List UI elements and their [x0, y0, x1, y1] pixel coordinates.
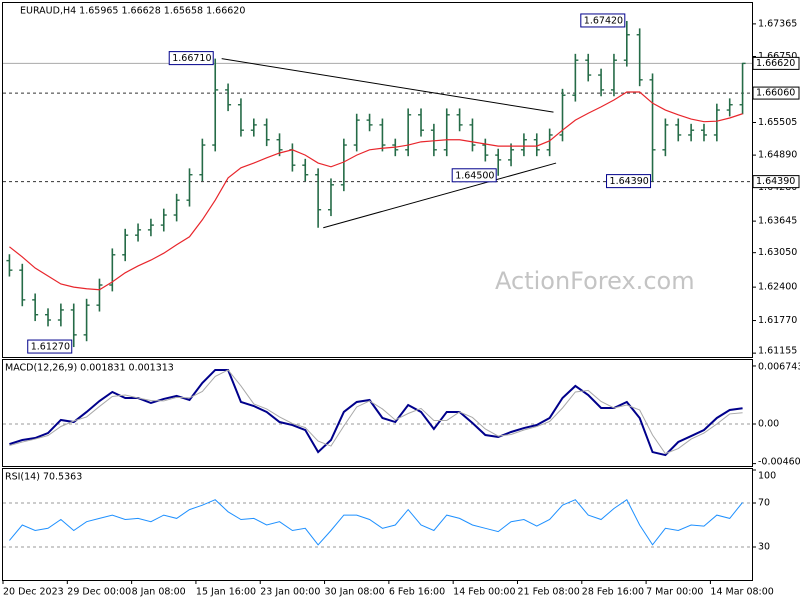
macd-panel: [2, 359, 753, 467]
current-price-label: 1.66620: [756, 58, 795, 69]
trendline: [221, 58, 554, 113]
x-tick-label: 30 Jan 08:00: [325, 587, 385, 598]
level-label: 1.66060: [756, 88, 795, 99]
y-tick-label: 1.66750: [758, 51, 797, 62]
x-tick-label: 8 Jan 08:00: [132, 587, 186, 598]
level-box: [752, 175, 800, 189]
current-price-box: [752, 56, 800, 70]
annotation-label: 1.66710: [172, 53, 211, 64]
series-line: [9, 91, 743, 291]
y-tick-label: 1.63645: [758, 216, 797, 227]
x-tick-label: 29 Dec 00:00: [67, 587, 131, 598]
y-tick-label: 1.61155: [758, 346, 797, 357]
annotation-box: [27, 339, 73, 354]
panel-title: EURAUD,H4 1.65965 1.66628 1.65658 1.6662…: [20, 6, 245, 17]
panel-title: RSI(14) 70.5363: [5, 472, 82, 483]
y-tick-label: 1.62400: [758, 282, 797, 293]
annotation-box: [580, 13, 626, 28]
trendline: [323, 162, 557, 229]
x-tick-label: 28 Feb 16:00: [582, 587, 644, 598]
x-tick-label: 20 Dec 2023: [3, 587, 64, 598]
x-tick-label: 7 Mar 00:00: [646, 587, 703, 598]
watermark: ActionForex.com: [495, 267, 695, 295]
x-tick-label: 14 Mar 08:00: [710, 587, 773, 598]
y-tick-label: 1.64890: [758, 150, 797, 161]
series-line: [9, 498, 743, 546]
y-tick-label: 1.65505: [758, 117, 797, 128]
annotation-label: 1.64500: [455, 170, 494, 181]
series-line: [9, 369, 743, 455]
rsi-panel: [2, 468, 753, 581]
annotation-box: [451, 168, 497, 183]
y-tick-label: 1.63050: [758, 247, 797, 258]
annotation-label: 1.64390: [610, 176, 649, 187]
y-tick-label: 30: [758, 542, 770, 553]
x-tick-label: 23 Jan 00:00: [260, 587, 320, 598]
series-line: [9, 368, 743, 457]
annotation-box: [168, 51, 214, 66]
y-tick-label: -0.004603: [758, 457, 800, 468]
x-tick-label: 6 Feb 16:00: [389, 587, 445, 598]
annotation-label: 1.61270: [31, 342, 70, 353]
level-box: [752, 86, 800, 100]
y-tick-label: 0.006743: [758, 362, 800, 373]
y-tick-label: 1.61770: [758, 315, 797, 326]
panel-title: MACD(12,26,9) 0.001831 0.001313: [5, 363, 174, 374]
annotation-label: 1.67420: [584, 15, 623, 26]
annotation-box: [606, 174, 652, 189]
x-tick-label: 14 Feb 00:00: [453, 587, 515, 598]
y-tick-label: 100: [758, 471, 776, 482]
y-tick-label: 0.00: [758, 419, 779, 430]
x-tick-label: 21 Feb 08:00: [517, 587, 579, 598]
x-tick-label: 15 Jan 16:00: [196, 587, 256, 598]
level-label: 1.64390: [756, 176, 795, 187]
y-tick-label: 70: [758, 498, 770, 509]
y-tick-label: 1.67365: [758, 18, 797, 29]
